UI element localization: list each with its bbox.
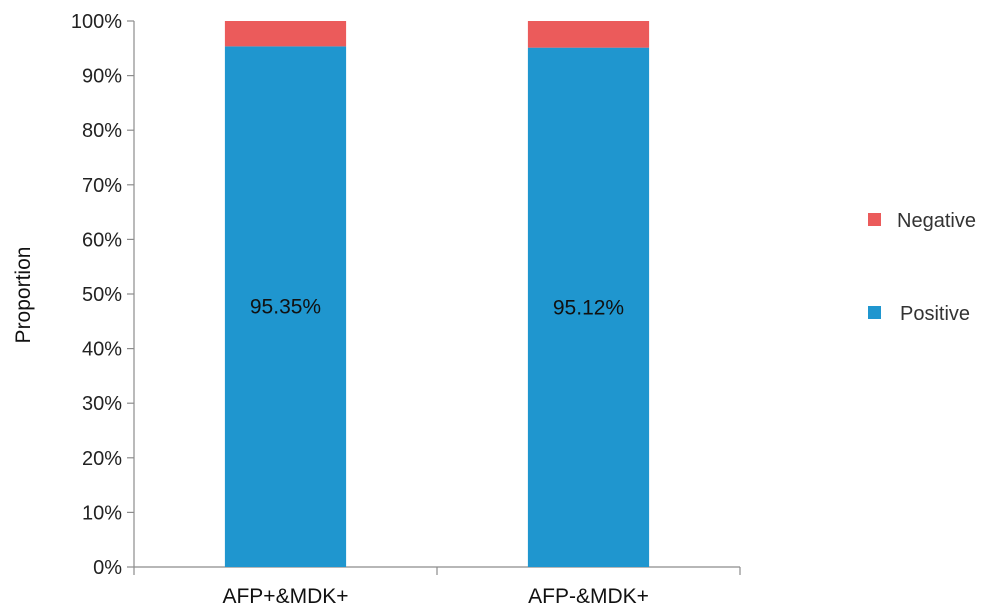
legend-label-negative: Negative — [897, 210, 976, 232]
y-tick-label: 100% — [71, 11, 122, 33]
bar-negative-2 — [527, 21, 650, 48]
y-tick-label: 70% — [82, 175, 122, 197]
y-tick-label: 20% — [82, 448, 122, 470]
bars — [224, 21, 650, 568]
x-tick-label: AFP-&MDK+ — [528, 585, 649, 608]
bar-positive-2 — [527, 47, 650, 568]
y-tick-label: 30% — [82, 393, 122, 415]
y-tick-label: 50% — [82, 284, 122, 306]
y-tick-label: 10% — [82, 502, 122, 524]
x-tick-label: AFP+&MDK+ — [222, 585, 348, 608]
legend-label-positive: Positive — [900, 303, 970, 325]
data-label: 95.35% — [250, 296, 321, 319]
legend-swatch-negative — [868, 213, 881, 226]
data-labels: 95.35% 95.12% — [250, 296, 624, 320]
bar-positive-1 — [224, 46, 347, 568]
y-tick-label: 90% — [82, 66, 122, 88]
y-axis: 0% 10% 20% 30% 40% 50% 60% 70% 80% 90% 100% — [71, 11, 135, 579]
y-tick-label: 40% — [82, 339, 122, 361]
x-axis: AFP+&MDK+ AFP-&MDK+ — [133, 566, 741, 608]
y-axis-title: Proportion — [12, 247, 35, 344]
data-label: 95.12% — [553, 296, 624, 319]
bar-negative-1 — [224, 21, 347, 47]
y-tick-label: 80% — [82, 120, 122, 142]
y-tick-label: 60% — [82, 229, 122, 251]
legend: Negative Positive — [868, 210, 976, 325]
legend-swatch-positive — [868, 306, 881, 319]
y-tick-label: 0% — [93, 557, 122, 579]
